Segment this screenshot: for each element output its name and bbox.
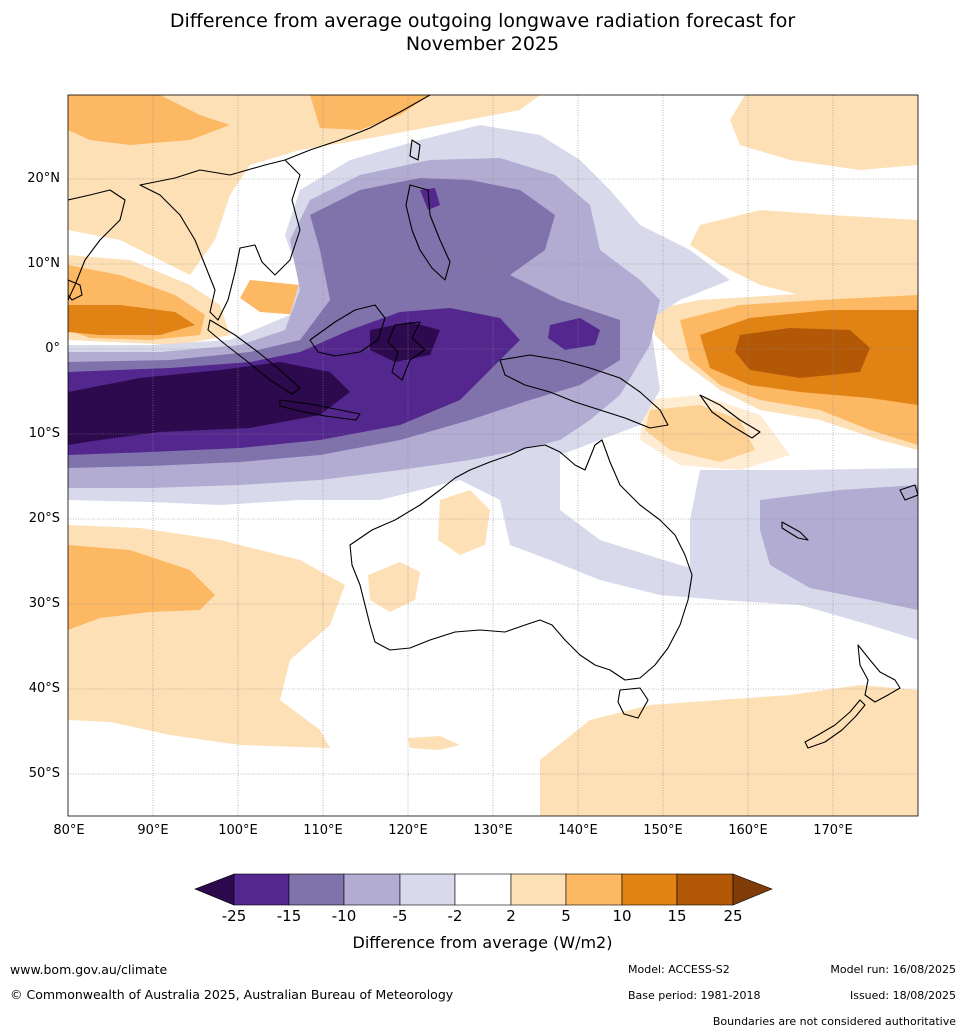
lon-label-80e: 80°E [53,823,85,838]
colorbar-tick-label: 10 [612,907,632,925]
coastline-taiwan [409,139,421,161]
colorbar-segment-7 [565,873,623,906]
lon-label-110e: 110°E [303,823,343,838]
lon-label-130e: 130°E [473,823,513,838]
footer-disclaimer: Boundaries are not considered authoritat… [712,1015,956,1028]
colorbar-segment-4 [399,873,456,906]
coastline-philippines [405,184,451,281]
anomaly-zone-west-pacific [690,210,918,300]
lat-label-20n: 20°N [27,171,60,186]
colorbar-extend-low [194,873,235,906]
coastline-indochina [139,159,301,321]
lat-label-equator: 0° [45,341,60,356]
anomaly-zone-indian-ocean-max [68,362,350,445]
coastline-new-guinea [499,354,669,429]
map-title-line2: November 2025 [405,33,560,55]
map-gridlines [68,95,918,816]
footer-model-run: Model run: 16/08/2025 [830,963,956,976]
anomaly-zone-south-indian-strong [68,545,215,630]
coastline-australia [349,439,693,681]
coastline-fiji [899,484,918,501]
anomaly-zone-new-guinea-intense [548,318,600,350]
colorbar-tick-label: 2 [506,907,516,925]
coastline-sumatra [207,319,301,395]
colorbar-tick-label: -25 [221,907,247,925]
anomaly-zone-coral-sea-light [640,395,790,470]
footer-copyright: © Commonwealth of Australia 2025, Austra… [10,987,454,1002]
lat-label-20s: 20°S [28,511,60,526]
anomaly-zone-north-asia-strong [68,95,230,145]
colorbar-tick-label: 25 [723,907,743,925]
colorbar-tick-label: 5 [561,907,571,925]
lon-label-140e: 140°E [558,823,598,838]
colorbar-tick-label: -2 [447,907,463,925]
colorbar-segment-5 [454,873,512,906]
anomaly-zone-south-pacific-mid [760,485,918,610]
lat-label-10n: 10°N [27,256,60,271]
map-title-line1: Difference from average outgoing longwav… [169,10,796,32]
colorbar-segment-3 [343,873,401,906]
colorbar-title: Difference from average (W/m2) [352,933,613,952]
colorbar-segment-2 [288,873,345,906]
colorbar-tick-label: -10 [331,907,357,925]
lat-label-40s: 40°S [28,681,60,696]
lon-label-170e: 170°E [813,823,853,838]
lat-label-50s: 50°S [28,766,60,781]
coastline-new-zealand-north [857,644,901,703]
colorbar-segment-1 [233,873,290,906]
coastline-new-zealand-south [804,699,866,749]
coastline-sri-lanka [68,279,83,301]
coastline-india [68,189,126,301]
lat-label-10s: 10°S [28,426,60,441]
coastline-sulawesi [387,321,426,381]
coastline-borneo [309,304,386,357]
lon-label-150e: 150°E [643,823,683,838]
coastline-china [284,95,431,161]
lon-label-160e: 160°E [728,823,768,838]
lon-label-90e: 90°E [137,823,169,838]
footer-model: Model: ACCESS-S2 [628,963,730,976]
coastline-solomon [699,394,761,439]
coastline-java [279,399,361,421]
footer-website: www.bom.gov.au/climate [10,962,168,977]
colorbar-tick-label: -5 [392,907,408,925]
anomaly-zone-south-blob [408,736,460,750]
lon-label-120e: 120°E [388,823,428,838]
map-frame [67,94,919,817]
anomaly-zone-tasman-sea [540,685,918,816]
colorbar-tick-label: -15 [276,907,302,925]
colorbar-extend-high [732,873,773,906]
colorbar-segment-8 [621,873,678,906]
coastlines [68,95,918,749]
map-title: Difference from average outgoing longwav… [0,10,965,56]
colorbar-segment-6 [510,873,567,906]
anomaly-zone-equatorial-pacific-max [735,328,870,378]
footer-issued: Issued: 18/08/2025 [849,989,956,1002]
colorbar-tick-label: 15 [667,907,687,925]
lon-label-100e: 100°E [218,823,258,838]
colorbar-segment-9 [676,873,734,906]
anomaly-zone-south-china [310,95,430,130]
anomaly-zone-nw-australia [438,490,490,555]
coastline-new-caledonia [781,521,809,541]
anomaly-zone-bay-of-bengal-strong [68,305,195,335]
lat-label-30s: 30°S [28,596,60,611]
colorbar [194,873,773,906]
anomaly-zone-philippines-intense [420,188,440,210]
coastline-tasmania [617,687,649,719]
anomaly-zone-nw-pacific [730,95,918,170]
anomaly-zone-west-australia [368,562,420,612]
footer-base-period: Base period: 1981-2018 [628,989,761,1002]
